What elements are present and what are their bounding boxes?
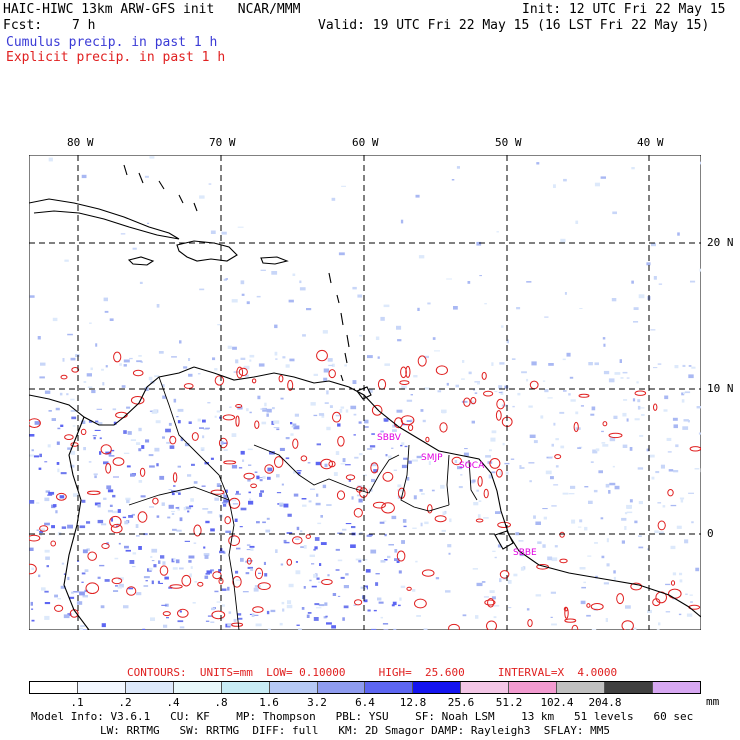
scale-tick-label: .1	[70, 696, 84, 709]
cumulus-precip-field	[29, 156, 701, 630]
map-title: HAIC-HIWC 13km ARW-GFS init NCAR/MMM	[3, 2, 301, 17]
scale-tick-label: 25.6	[447, 696, 475, 709]
scale-swatch	[365, 682, 414, 693]
scale-tick-label: 1.6	[259, 696, 279, 709]
lat-label-20n: 20 N	[707, 236, 734, 249]
explicit-precip-contours	[29, 349, 701, 630]
station-sbbe: SBBE	[513, 548, 537, 558]
scale-tick-label: 204.8	[588, 696, 622, 709]
station-soca: SOCA	[459, 461, 485, 471]
scale-swatch	[77, 682, 126, 693]
legend-cumulus: Cumulus precip. in past 1 h	[6, 35, 218, 50]
scale-tick-label: 6.4	[355, 696, 375, 709]
station-sbbv: SBBV	[377, 433, 402, 443]
scale-tick-label: 3.2	[307, 696, 327, 709]
precip-map: SBBV SMJP SOCA SBBE	[29, 155, 701, 630]
lat-lon-grid	[29, 155, 701, 630]
scale-tick-label: 102.4	[540, 696, 574, 709]
model-info-line2: LW: RRTMG SW: RRTMG DIFF: full KM: 2D Sm…	[100, 724, 610, 737]
legend-explicit: Explicit precip. in past 1 h	[6, 50, 226, 65]
scale-swatch	[317, 682, 366, 693]
scale-swatch	[173, 682, 222, 693]
scale-swatch	[557, 682, 606, 693]
scale-unit: mm	[706, 695, 720, 708]
precip-color-scale	[29, 681, 701, 694]
valid-time: Valid: 19 UTC Fri 22 May 15 (16 LST Fri …	[318, 18, 710, 33]
lon-label-40w: 40 W	[637, 136, 664, 149]
init-time: Init: 12 UTC Fri 22 May 15	[522, 2, 726, 17]
scale-swatch	[605, 682, 653, 693]
contour-info: CONTOURS: UNITS=mm LOW= 0.10000 HIGH= 25…	[127, 666, 618, 679]
scale-swatch	[652, 682, 700, 693]
scale-swatch	[125, 682, 174, 693]
scale-swatch	[509, 682, 558, 693]
lon-label-80w: 80 W	[67, 136, 94, 149]
scale-tick-label: .2	[118, 696, 132, 709]
scale-swatch	[30, 682, 78, 693]
scale-tick-label: .8	[214, 696, 228, 709]
scale-swatch	[221, 682, 270, 693]
scale-tick-label: 51.2	[495, 696, 523, 709]
scale-tick-label: 12.8	[399, 696, 427, 709]
lat-label-0: 0	[707, 527, 714, 540]
scale-swatch	[461, 682, 510, 693]
lon-label-50w: 50 W	[495, 136, 522, 149]
forecast-hour: 7 h	[72, 18, 96, 33]
forecast-label: Fcst:	[3, 18, 43, 33]
model-info-line1: Model Info: V3.6.1 CU: KF MP: Thompson P…	[31, 710, 694, 723]
coastlines	[29, 164, 701, 630]
lat-label-10n: 10 N	[707, 382, 734, 395]
scale-swatch	[413, 682, 462, 693]
lon-label-70w: 70 W	[209, 136, 236, 149]
lon-label-60w: 60 W	[352, 136, 379, 149]
scale-swatch	[269, 682, 318, 693]
station-smjp: SMJP	[421, 453, 443, 463]
scale-tick-label: .4	[166, 696, 180, 709]
